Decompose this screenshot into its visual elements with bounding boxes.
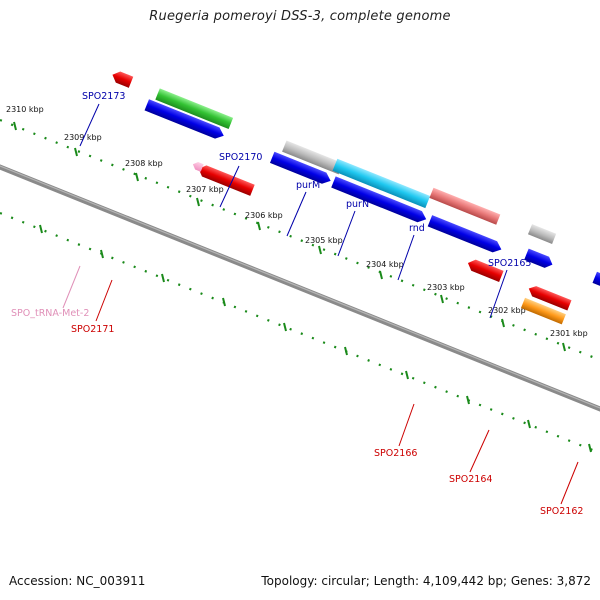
- gene-spo2165-feature[interactable]: [527, 224, 557, 244]
- gene-spo2170-feature[interactable]: [282, 140, 344, 175]
- scale-label: 2301 kbp: [550, 329, 588, 338]
- scale-label: 2305 kbp: [305, 236, 343, 245]
- gene-spo2171-feature[interactable]: [196, 163, 255, 196]
- scale-label: 2303 kbp: [427, 283, 465, 292]
- major-ticks-inner: [39, 224, 592, 453]
- scale-label: 2307 kbp: [186, 185, 224, 194]
- major-ticks-outer: [13, 121, 566, 352]
- scale-label: 2302 kbp: [488, 306, 526, 315]
- scale-labels: 2310 kbp 2309 kbp 2308 kbp 2307 kbp 2306…: [6, 105, 588, 338]
- gene-labels: SPO2173 SPO2170 purM purN rnd SPO2165 SP…: [11, 91, 583, 517]
- gene-label-spo2164[interactable]: SPO2164: [449, 474, 492, 485]
- gene-label-spo2166[interactable]: SPO2166: [374, 448, 417, 459]
- gene-spo2164-feature[interactable]: [520, 297, 566, 325]
- cds-forward-7[interactable]: [592, 271, 600, 299]
- gene-spo2173-feature[interactable]: [155, 88, 234, 130]
- cds-forward-4[interactable]: [388, 199, 429, 225]
- gene-label-purm[interactable]: purM: [296, 180, 320, 191]
- cds-forward-5[interactable]: [427, 215, 504, 255]
- feature-track: [110, 69, 600, 325]
- cds-forward-3[interactable]: [331, 176, 399, 213]
- genome-backbone: [0, 164, 600, 412]
- gene-rnd-feature[interactable]: [429, 187, 501, 225]
- scale-label: 2310 kbp: [6, 105, 44, 114]
- gene-label-spo2162[interactable]: SPO2162: [540, 506, 583, 517]
- gene-spo2166-feature[interactable]: [527, 284, 572, 311]
- accession-text: Accession: NC_003911: [9, 574, 146, 588]
- cds-forward-2[interactable]: [269, 151, 333, 187]
- genome-summary-text: Topology: circular; Length: 4,109,442 bp…: [261, 574, 591, 588]
- cds-forward-1[interactable]: [144, 99, 226, 141]
- cds-reverse-2[interactable]: [466, 257, 504, 282]
- gene-label-trna-met-2[interactable]: SPO_tRNA-Met-2: [11, 308, 89, 319]
- gene-label-spo2165[interactable]: SPO2165: [488, 258, 531, 269]
- label-leaders: [62, 103, 579, 505]
- scale-label: 2309 kbp: [64, 133, 102, 142]
- cds-forward-6[interactable]: [524, 248, 554, 271]
- gene-label-purn[interactable]: purN: [346, 199, 369, 210]
- map-title: Ruegeria pomeroyi DSS-3, complete genome: [149, 9, 451, 24]
- gene-label-spo2170[interactable]: SPO2170: [219, 152, 262, 163]
- scale-label: 2308 kbp: [125, 159, 163, 168]
- scale-label: 2304 kbp: [366, 260, 404, 269]
- gene-trna-met-2-feature[interactable]: [191, 161, 204, 172]
- cds-reverse-left-edge[interactable]: [110, 69, 134, 88]
- gene-purm-feature[interactable]: [332, 158, 431, 209]
- gene-label-rnd[interactable]: rnd: [409, 223, 425, 234]
- gene-label-spo2173[interactable]: SPO2173: [82, 91, 125, 102]
- scale-label: 2306 kbp: [245, 211, 283, 220]
- gene-label-spo2171[interactable]: SPO2171: [71, 324, 114, 335]
